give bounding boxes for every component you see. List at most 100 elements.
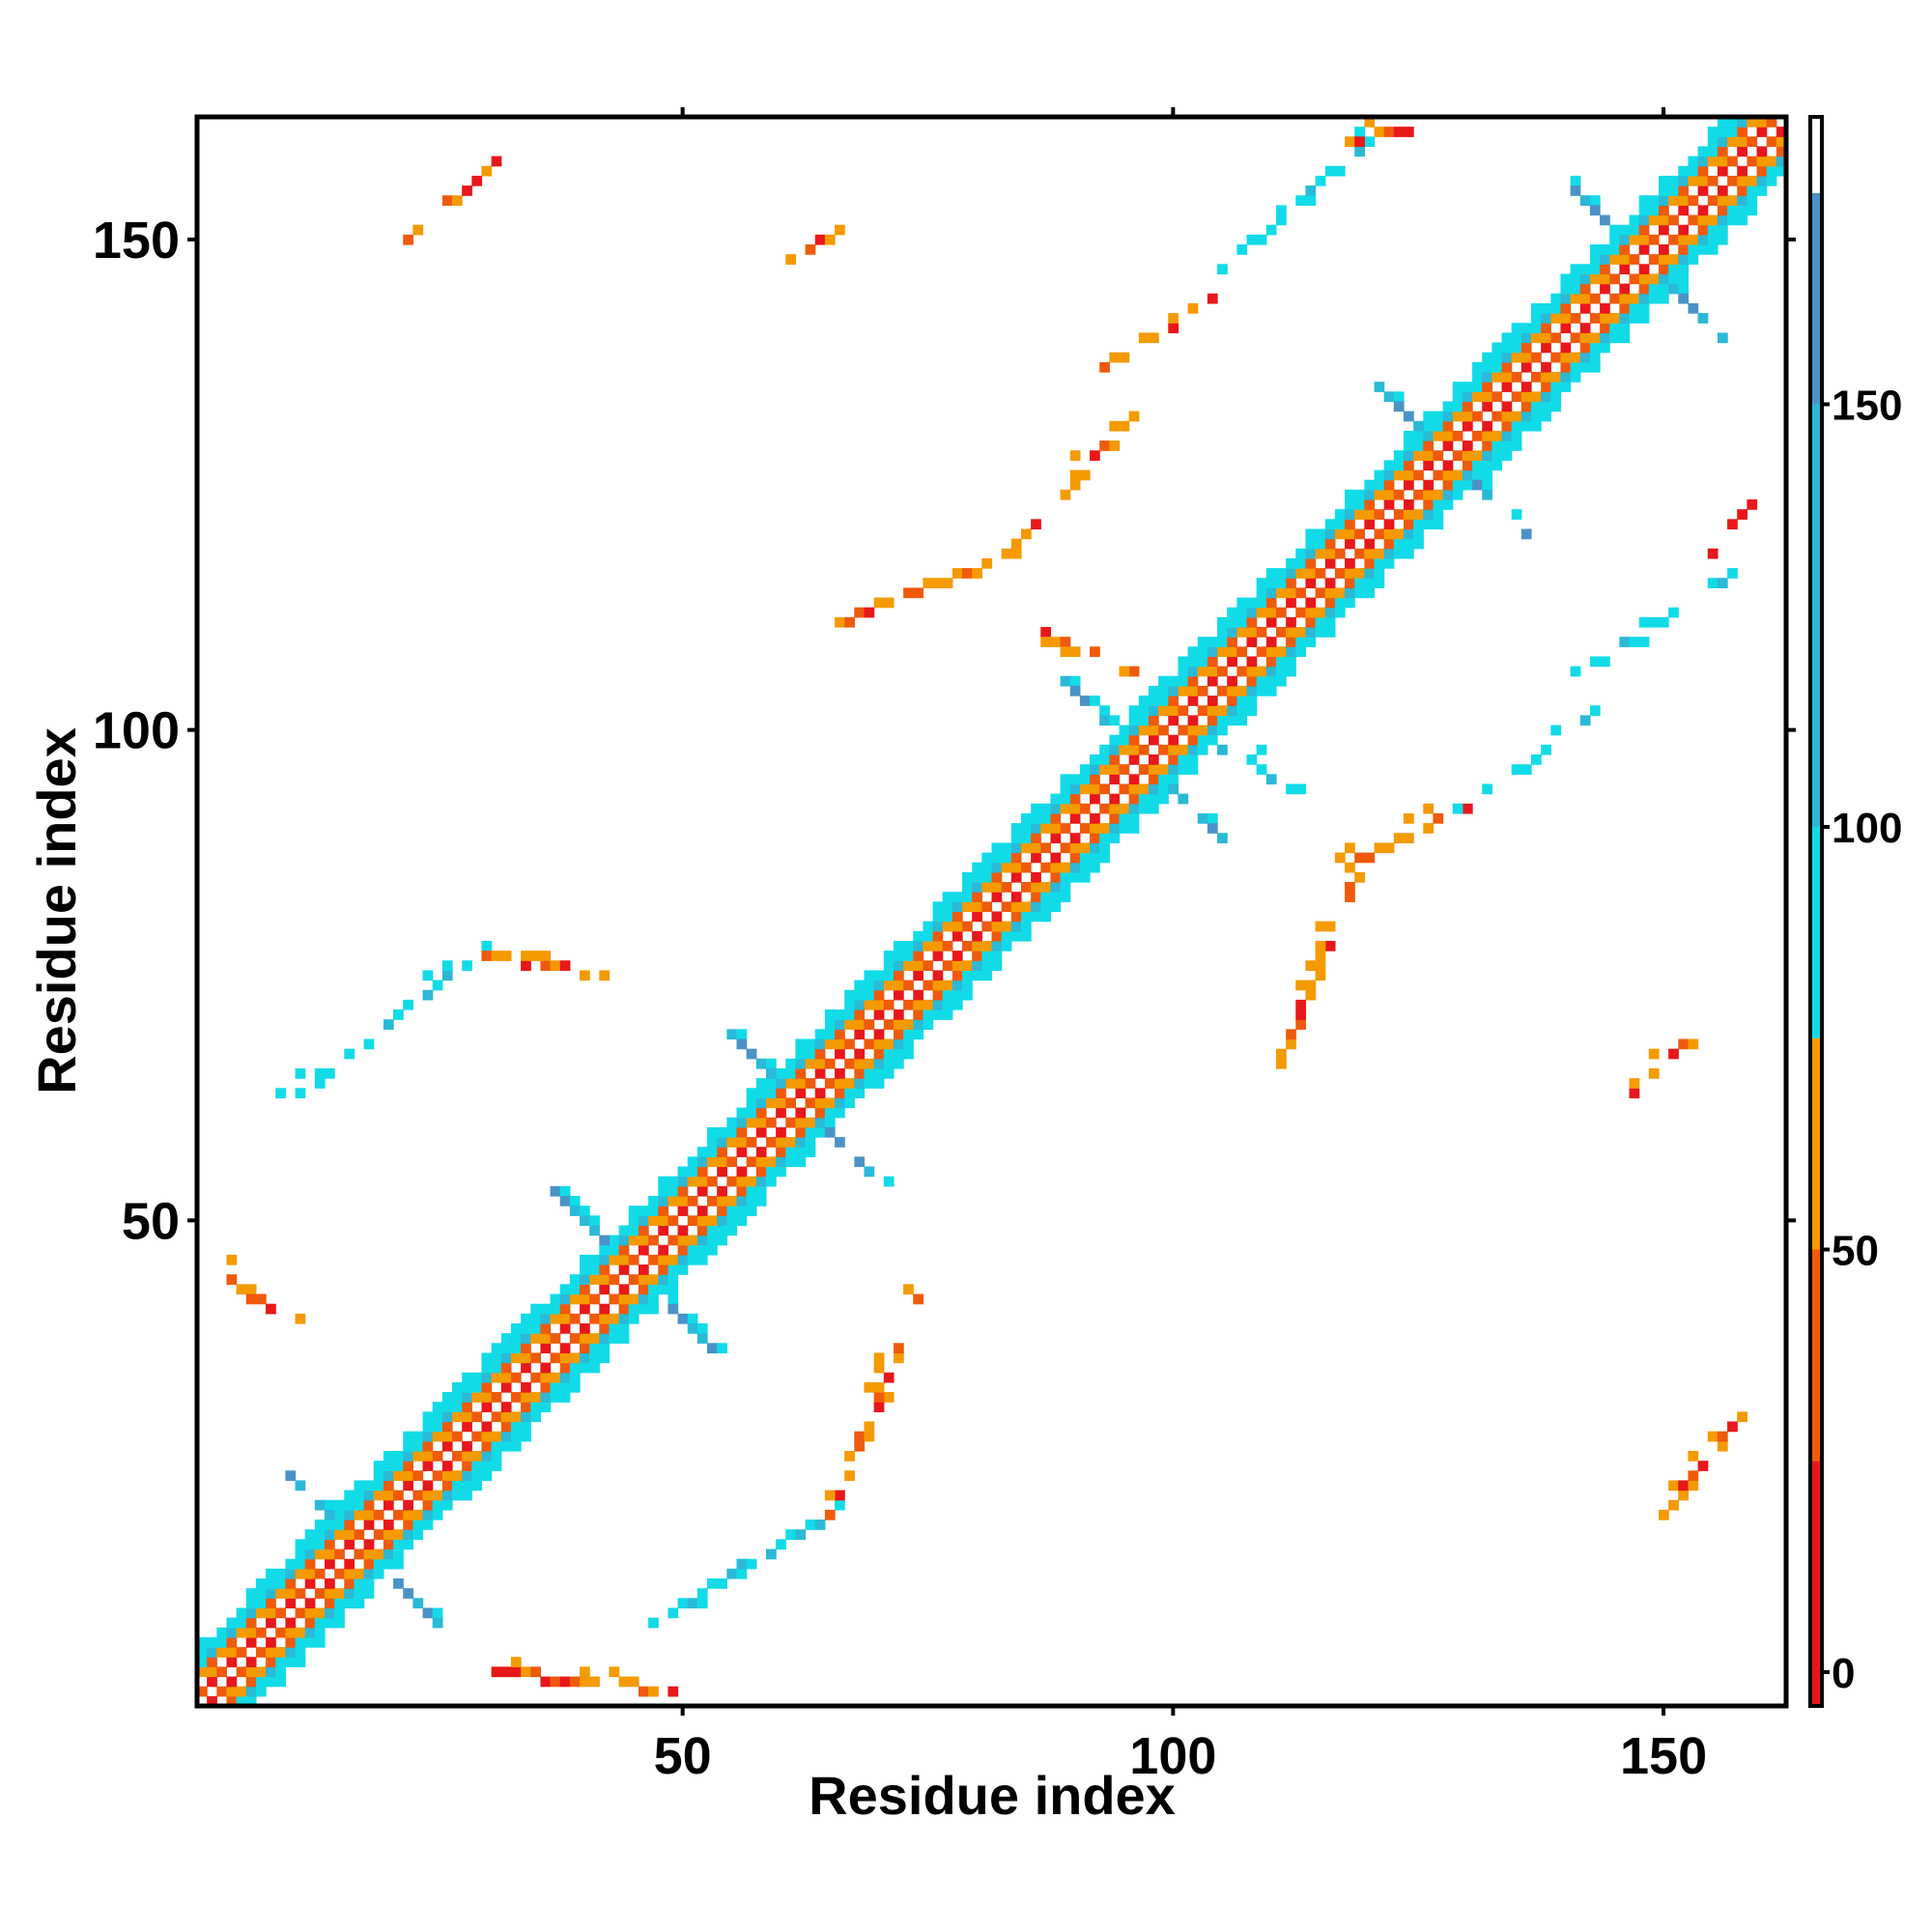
- heatmap-cell-diagonal: [1364, 578, 1376, 588]
- heatmap-cell-diagonal: [962, 970, 973, 981]
- heatmap-cell-diagonal: [1246, 616, 1258, 628]
- heatmap-cell-diagonal: [707, 1156, 718, 1168]
- heatmap-cell-diagonal: [628, 1235, 639, 1246]
- heatmap-cell-diagonal: [687, 1244, 698, 1256]
- heatmap-cell-diagonal: [1148, 696, 1159, 706]
- heatmap-cell-diagonal: [1207, 705, 1218, 717]
- heatmap-cell-diagonal: [1315, 538, 1326, 550]
- heatmap-cell-contact: [295, 1067, 306, 1079]
- heatmap-cell-diagonal: [1403, 479, 1414, 491]
- heatmap-cell-diagonal: [893, 960, 904, 972]
- heatmap-cell-contact: [1315, 940, 1326, 952]
- heatmap-cell-diagonal: [1766, 136, 1777, 148]
- heatmap-cell-contact: [873, 1352, 885, 1364]
- heatmap-cell-diagonal: [1403, 538, 1414, 550]
- heatmap-cell-diagonal: [795, 1067, 807, 1079]
- heatmap-cell-diagonal: [580, 1362, 590, 1374]
- heatmap-cell-diagonal: [638, 1293, 649, 1305]
- heatmap-cell-contact: [854, 607, 866, 618]
- heatmap-cell-diagonal: [1001, 901, 1012, 913]
- heatmap-cell-diagonal: [1501, 450, 1513, 461]
- heatmap-cell-diagonal: [207, 1647, 217, 1658]
- heatmap-cell-diagonal: [618, 1293, 630, 1305]
- heatmap-cell-contact: [618, 1676, 630, 1688]
- heatmap-cell-contact: [873, 1381, 885, 1393]
- heatmap-cell-diagonal: [1079, 842, 1091, 854]
- heatmap-cell-diagonal: [1256, 578, 1267, 588]
- heatmap-cell-diagonal: [893, 1048, 904, 1060]
- heatmap-cell-diagonal: [1501, 382, 1513, 392]
- heatmap-cell-diagonal: [1050, 833, 1062, 844]
- heatmap-cell-diagonal: [1128, 812, 1140, 824]
- heatmap-cell-diagonal: [481, 1431, 493, 1442]
- heatmap-cell-diagonal: [1236, 597, 1248, 609]
- heatmap-cell-diagonal: [677, 1206, 689, 1216]
- heatmap-cell-diagonal: [814, 1029, 826, 1040]
- heatmap-cell-diagonal: [1197, 724, 1208, 736]
- heatmap-cell-diagonal: [363, 1490, 375, 1501]
- heatmap-cell-diagonal: [1482, 450, 1492, 461]
- heatmap-cell-diagonal: [491, 1343, 502, 1354]
- heatmap-cell-diagonal: [1629, 214, 1640, 226]
- heatmap-cell-diagonal: [1403, 460, 1414, 471]
- heatmap-cell-diagonal: [275, 1647, 286, 1658]
- heatmap-cell-diagonal: [1138, 764, 1150, 775]
- heatmap-cell-diagonal: [500, 1411, 512, 1423]
- heatmap-cell-diagonal: [373, 1470, 384, 1482]
- heatmap-cell-diagonal: [1246, 705, 1258, 717]
- heatmap-cell-diagonal: [1600, 332, 1610, 344]
- heatmap-cell-diagonal: [903, 980, 914, 991]
- heatmap-cell-diagonal: [913, 999, 924, 1010]
- heatmap-cell-diagonal: [521, 1431, 531, 1442]
- heatmap-cell-diagonal: [609, 1244, 620, 1256]
- heatmap-cell-contact: [707, 1577, 718, 1589]
- heatmap-cell-diagonal: [726, 1117, 738, 1128]
- heatmap-cell-diagonal: [422, 1421, 434, 1433]
- heatmap-cell-diagonal: [765, 1097, 777, 1109]
- heatmap-cell-contact: [952, 568, 963, 579]
- heatmap-cell-diagonal: [510, 1411, 522, 1423]
- heatmap-cell-diagonal: [521, 1381, 531, 1393]
- heatmap-cell-diagonal: [1668, 234, 1679, 245]
- heatmap-cell-diagonal: [1688, 156, 1699, 167]
- heatmap-cell-diagonal: [814, 1126, 826, 1138]
- heatmap-cell-diagonal: [462, 1411, 472, 1423]
- heatmap-cell-diagonal: [1658, 254, 1669, 265]
- heatmap-cell-diagonal: [1227, 646, 1237, 658]
- heatmap-cell-diagonal: [550, 1333, 561, 1344]
- heatmap-cell-diagonal: [314, 1617, 326, 1629]
- heatmap-cell-contact: [403, 234, 413, 245]
- heatmap-cell-diagonal: [835, 1078, 845, 1089]
- heatmap-cell-diagonal: [1246, 637, 1258, 647]
- heatmap-cell-diagonal: [1236, 646, 1248, 658]
- heatmap-cell-diagonal: [1530, 401, 1542, 412]
- heatmap-cell-diagonal: [295, 1568, 306, 1579]
- heatmap-cell-diagonal: [854, 1088, 866, 1099]
- heatmap-cell-diagonal: [658, 1284, 668, 1295]
- heatmap-cell-diagonal: [1109, 774, 1121, 785]
- heatmap-cell-diagonal: [726, 1156, 738, 1168]
- heatmap-cell-diagonal: [1158, 764, 1169, 775]
- heatmap-cell-diagonal: [285, 1647, 297, 1658]
- heatmap-cell-crossing: [1697, 313, 1709, 324]
- heatmap-cell-diagonal: [1148, 774, 1159, 785]
- heatmap-cell-diagonal: [580, 1333, 590, 1344]
- heatmap-cell-diagonal: [638, 1215, 649, 1227]
- heatmap-cell-diagonal: [1305, 627, 1317, 638]
- heatmap-cell-diagonal: [696, 1147, 708, 1157]
- heatmap-cell-diagonal: [864, 1058, 875, 1069]
- heatmap-cell-diagonal: [776, 1078, 786, 1089]
- heatmap-cell-diagonal: [1010, 833, 1022, 844]
- heatmap-cell-diagonal: [1040, 842, 1052, 854]
- heatmap-cell-diagonal: [913, 1009, 924, 1020]
- heatmap-cell-diagonal: [1766, 117, 1777, 128]
- heatmap-cell-diagonal: [1236, 705, 1248, 717]
- heatmap-cell-diagonal: [1511, 391, 1522, 403]
- heatmap-cell-diagonal: [216, 1636, 228, 1648]
- heatmap-cell-diagonal: [383, 1520, 394, 1530]
- heatmap-cell-diagonal: [1069, 812, 1081, 824]
- heatmap-cell-contact: [864, 607, 875, 618]
- heatmap-cell-diagonal: [599, 1284, 611, 1295]
- heatmap-cell-crossing: [736, 1029, 748, 1040]
- heatmap-cell-contact: [1648, 1067, 1660, 1079]
